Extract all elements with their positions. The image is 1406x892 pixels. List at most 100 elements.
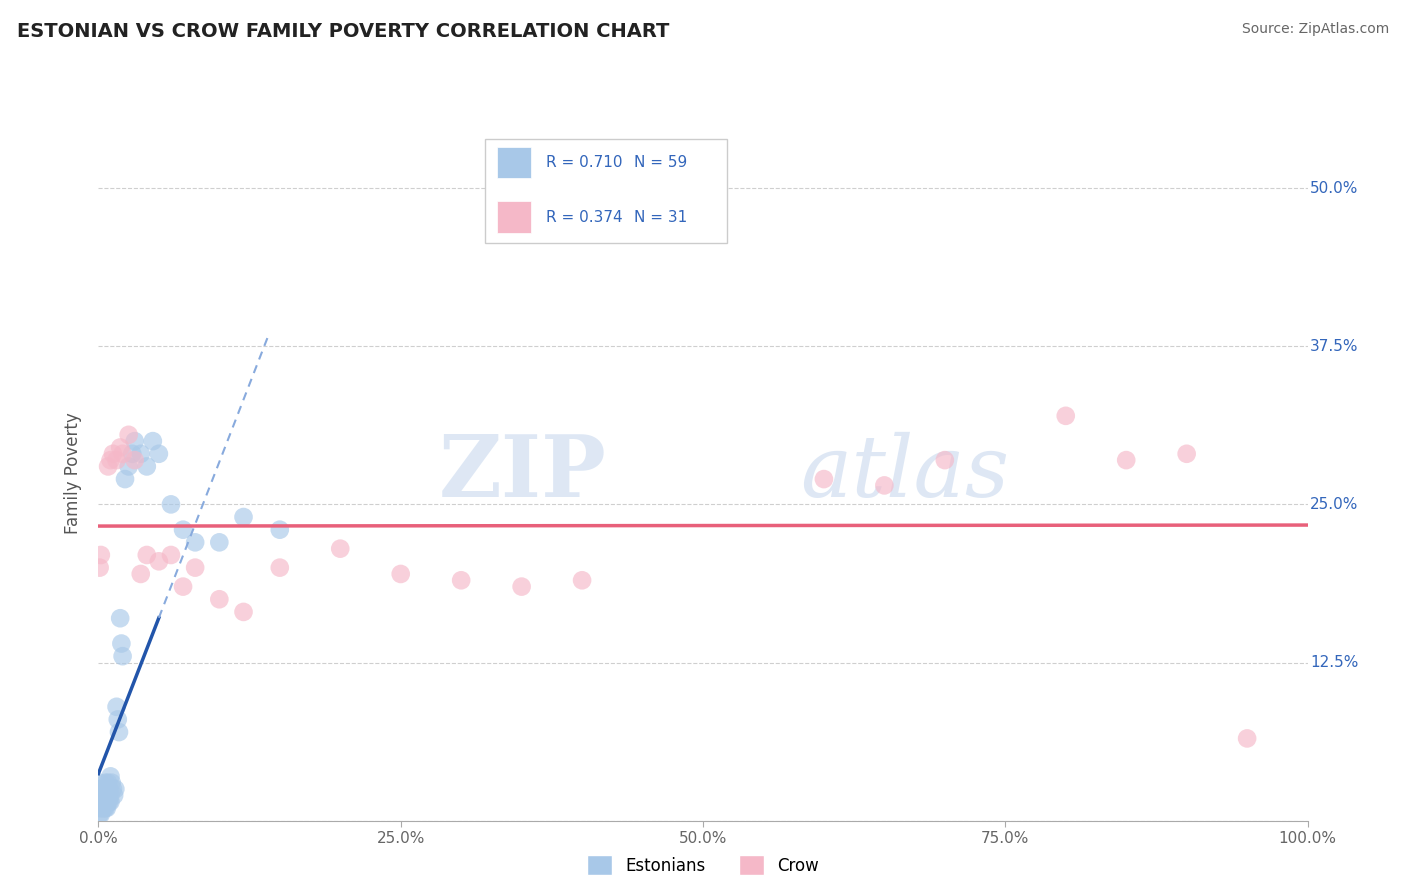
Point bbox=[172, 523, 194, 537]
Point bbox=[100, 453, 122, 467]
Point bbox=[96, 801, 118, 815]
Point bbox=[90, 795, 112, 809]
Text: 25.0%: 25.0% bbox=[1310, 497, 1358, 512]
Point bbox=[90, 801, 112, 815]
Point bbox=[118, 427, 141, 442]
Point bbox=[94, 775, 117, 789]
Point bbox=[91, 782, 114, 797]
Point bbox=[103, 789, 125, 803]
Point bbox=[172, 580, 194, 594]
Text: 12.5%: 12.5% bbox=[1310, 655, 1358, 670]
Point bbox=[98, 782, 121, 797]
Point bbox=[100, 775, 122, 789]
Point bbox=[269, 560, 291, 574]
Point bbox=[110, 636, 132, 650]
Point bbox=[121, 447, 143, 461]
FancyBboxPatch shape bbox=[498, 147, 531, 178]
Point bbox=[93, 795, 115, 809]
Point bbox=[91, 801, 114, 815]
Y-axis label: Family Poverty: Family Poverty bbox=[65, 412, 83, 533]
Point bbox=[90, 807, 112, 822]
Point bbox=[1054, 409, 1077, 423]
Point bbox=[89, 782, 111, 797]
Point bbox=[96, 782, 118, 797]
Point bbox=[389, 566, 412, 581]
Point bbox=[98, 795, 121, 809]
Point bbox=[1115, 453, 1137, 467]
Point bbox=[91, 795, 114, 809]
Point bbox=[96, 795, 118, 809]
Point bbox=[232, 605, 254, 619]
Point bbox=[104, 782, 127, 797]
Point bbox=[97, 795, 120, 809]
Point bbox=[90, 789, 112, 803]
Point bbox=[93, 801, 115, 815]
Point bbox=[510, 580, 533, 594]
Point bbox=[89, 560, 111, 574]
Point bbox=[107, 713, 129, 727]
Point bbox=[111, 447, 134, 461]
Point bbox=[269, 523, 291, 537]
Point bbox=[100, 795, 122, 809]
Point bbox=[89, 795, 111, 809]
Point bbox=[208, 535, 231, 549]
Point bbox=[571, 574, 593, 588]
Point bbox=[160, 548, 183, 562]
Point bbox=[94, 789, 117, 803]
Point bbox=[94, 801, 117, 815]
Point bbox=[89, 801, 111, 815]
Point bbox=[91, 795, 114, 809]
Point bbox=[105, 453, 128, 467]
Point bbox=[97, 775, 120, 789]
Point bbox=[1236, 731, 1258, 746]
Text: R = 0.374: R = 0.374 bbox=[546, 210, 623, 225]
Text: ESTONIAN VS CROW FAMILY POVERTY CORRELATION CHART: ESTONIAN VS CROW FAMILY POVERTY CORRELAT… bbox=[17, 22, 669, 41]
Point bbox=[450, 574, 472, 588]
Point bbox=[101, 782, 124, 797]
Point bbox=[208, 592, 231, 607]
Point bbox=[108, 611, 131, 625]
Point bbox=[111, 649, 134, 664]
Point bbox=[129, 566, 152, 581]
Text: ZIP: ZIP bbox=[439, 431, 606, 515]
Point bbox=[89, 789, 111, 803]
Point bbox=[813, 472, 835, 486]
Text: Source: ZipAtlas.com: Source: ZipAtlas.com bbox=[1241, 22, 1389, 37]
Point bbox=[934, 453, 956, 467]
Point bbox=[142, 434, 165, 449]
Point bbox=[89, 807, 111, 822]
Point bbox=[105, 699, 128, 714]
Point bbox=[232, 510, 254, 524]
Point bbox=[91, 789, 114, 803]
Text: N = 59: N = 59 bbox=[634, 155, 688, 170]
Point bbox=[129, 447, 152, 461]
FancyBboxPatch shape bbox=[485, 139, 727, 244]
Point bbox=[91, 789, 114, 803]
Text: N = 31: N = 31 bbox=[634, 210, 688, 225]
Point bbox=[90, 548, 112, 562]
Point bbox=[148, 447, 170, 461]
Point bbox=[108, 725, 131, 739]
Point bbox=[124, 453, 146, 467]
Point bbox=[184, 560, 207, 574]
Legend: Estonians, Crow: Estonians, Crow bbox=[581, 848, 825, 882]
Point bbox=[329, 541, 352, 556]
Point bbox=[91, 801, 114, 815]
FancyBboxPatch shape bbox=[498, 202, 531, 233]
Point bbox=[160, 497, 183, 511]
Point bbox=[118, 459, 141, 474]
Point bbox=[135, 548, 157, 562]
Point bbox=[135, 459, 157, 474]
Point bbox=[108, 441, 131, 455]
Point bbox=[90, 782, 112, 797]
Text: 50.0%: 50.0% bbox=[1310, 181, 1358, 195]
Text: atlas: atlas bbox=[800, 432, 1010, 514]
Point bbox=[124, 434, 146, 449]
Point bbox=[1175, 447, 1198, 461]
Point bbox=[148, 554, 170, 568]
Text: 37.5%: 37.5% bbox=[1310, 339, 1358, 354]
Point bbox=[184, 535, 207, 549]
Point bbox=[93, 782, 115, 797]
Point bbox=[114, 472, 136, 486]
Point bbox=[97, 459, 120, 474]
